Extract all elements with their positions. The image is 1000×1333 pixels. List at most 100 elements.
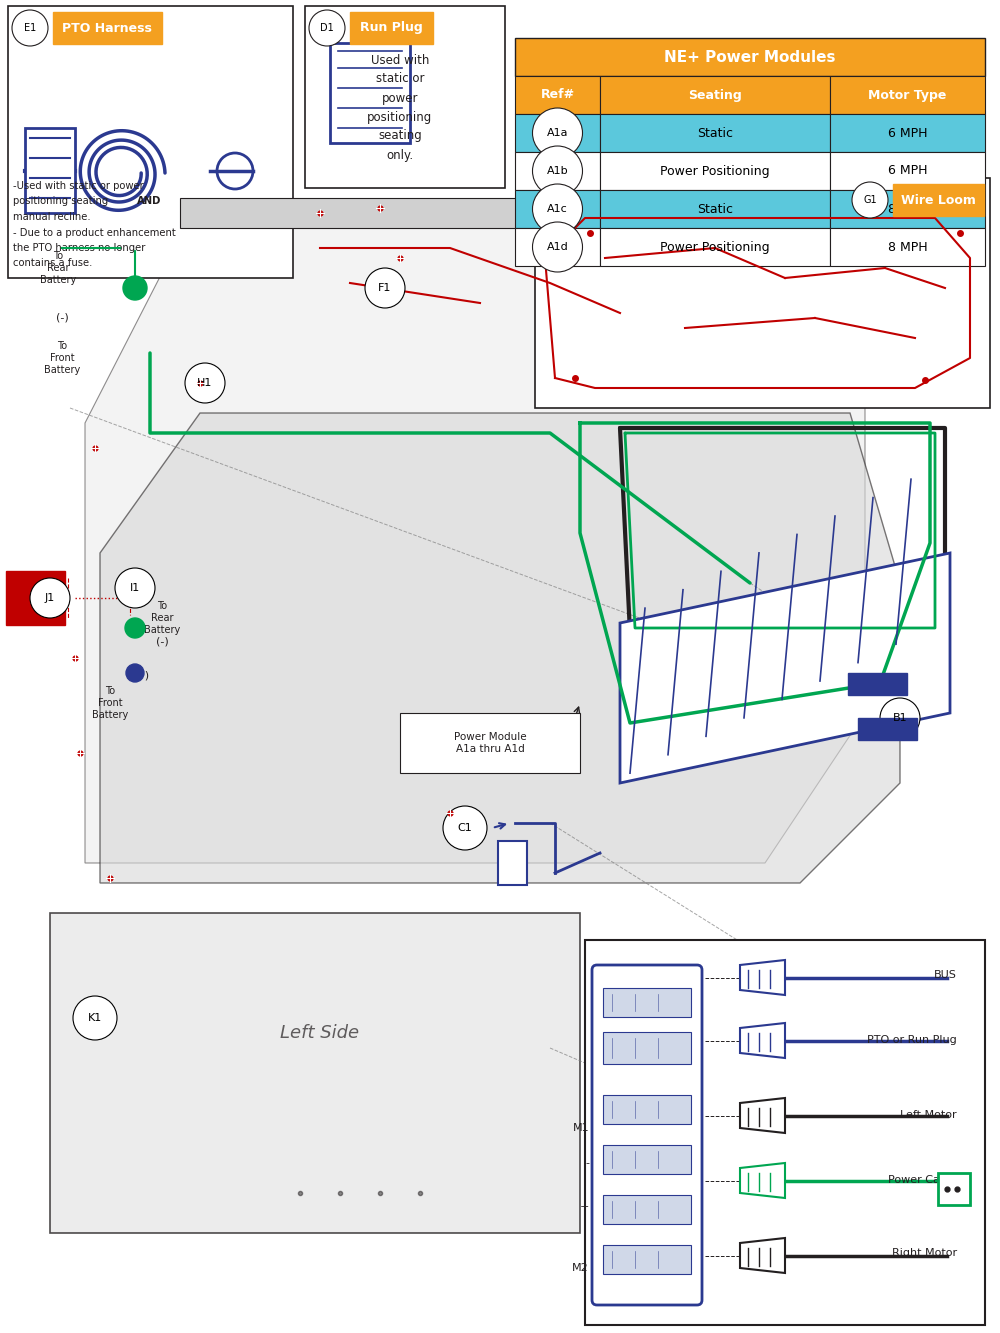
Text: G1: G1 [863, 195, 877, 205]
FancyBboxPatch shape [603, 1032, 691, 1064]
FancyBboxPatch shape [515, 76, 600, 115]
FancyBboxPatch shape [600, 191, 830, 228]
Text: Wire Loom: Wire Loom [901, 193, 976, 207]
Text: Power Positioning: Power Positioning [660, 240, 770, 253]
Text: Power Cable: Power Cable [888, 1174, 957, 1185]
FancyBboxPatch shape [600, 76, 830, 115]
FancyBboxPatch shape [830, 228, 985, 267]
Text: F1: F1 [378, 283, 392, 293]
Circle shape [532, 108, 582, 159]
Text: NE+ Power Modules: NE+ Power Modules [664, 49, 836, 64]
Polygon shape [100, 413, 900, 882]
Text: (-): (-) [56, 313, 68, 323]
FancyBboxPatch shape [8, 7, 293, 279]
Circle shape [185, 363, 225, 403]
Text: (-): (-) [156, 636, 168, 647]
FancyBboxPatch shape [515, 39, 985, 76]
FancyBboxPatch shape [592, 965, 702, 1305]
Circle shape [217, 153, 253, 189]
Text: 6 MPH: 6 MPH [888, 127, 927, 140]
Circle shape [852, 183, 888, 219]
Text: Ref#: Ref# [540, 88, 575, 101]
Circle shape [309, 11, 345, 47]
Polygon shape [740, 960, 785, 994]
Text: PTO or Run Plug: PTO or Run Plug [867, 1034, 957, 1045]
Text: A1d: A1d [547, 243, 568, 252]
Text: contains a fuse.: contains a fuse. [13, 259, 92, 268]
Polygon shape [180, 199, 820, 228]
Text: -: - [585, 1158, 589, 1168]
Polygon shape [50, 913, 580, 1233]
FancyBboxPatch shape [6, 571, 65, 625]
Text: PTO Harness: PTO Harness [62, 21, 152, 35]
Text: K1: K1 [88, 1013, 102, 1022]
Text: B1: B1 [893, 713, 907, 722]
Text: Motor Type: Motor Type [868, 88, 947, 101]
Text: power: power [382, 92, 418, 104]
Text: M1: M1 [572, 1122, 589, 1133]
Text: A1a: A1a [547, 128, 568, 139]
Text: Static: Static [697, 203, 733, 216]
Text: C1: C1 [458, 822, 472, 833]
FancyBboxPatch shape [830, 191, 985, 228]
Circle shape [880, 698, 920, 738]
Polygon shape [620, 553, 950, 782]
Text: To
Rear
Battery: To Rear Battery [40, 252, 76, 285]
FancyBboxPatch shape [600, 152, 830, 191]
FancyBboxPatch shape [603, 1145, 691, 1174]
FancyBboxPatch shape [830, 76, 985, 115]
Circle shape [73, 996, 117, 1040]
Text: Static: Static [697, 127, 733, 140]
Text: only.: only. [386, 148, 414, 161]
FancyBboxPatch shape [498, 841, 527, 885]
Text: static or: static or [376, 72, 424, 85]
FancyBboxPatch shape [535, 179, 990, 408]
Text: To
Front
Battery: To Front Battery [44, 341, 80, 375]
Text: Right Motor: Right Motor [892, 1248, 957, 1258]
Text: A1c: A1c [547, 204, 568, 215]
Circle shape [443, 806, 487, 850]
Text: D1: D1 [320, 23, 334, 33]
Text: Left Motor: Left Motor [900, 1110, 957, 1120]
Text: To
Rear
Battery: To Rear Battery [144, 601, 180, 635]
Text: Power Module
A1a thru A1d: Power Module A1a thru A1d [454, 732, 526, 753]
Polygon shape [740, 1022, 785, 1058]
Text: positioning: positioning [367, 111, 433, 124]
Text: J1: J1 [45, 593, 55, 603]
Text: -Used with static or power: -Used with static or power [13, 181, 144, 191]
FancyBboxPatch shape [515, 152, 600, 191]
FancyBboxPatch shape [515, 191, 600, 228]
FancyBboxPatch shape [585, 940, 985, 1325]
Text: BUS: BUS [934, 970, 957, 980]
Polygon shape [25, 128, 75, 213]
Text: 6 MPH: 6 MPH [888, 164, 927, 177]
Text: - Due to a product enhancement: - Due to a product enhancement [13, 228, 176, 237]
Circle shape [115, 568, 155, 608]
FancyBboxPatch shape [938, 1173, 970, 1205]
Text: Used with: Used with [371, 53, 429, 67]
Circle shape [125, 619, 145, 639]
FancyBboxPatch shape [603, 988, 691, 1017]
Circle shape [532, 147, 582, 196]
FancyBboxPatch shape [858, 718, 917, 740]
Text: AND: AND [137, 196, 161, 207]
Text: 8 MPH: 8 MPH [888, 240, 927, 253]
FancyBboxPatch shape [600, 115, 830, 152]
FancyBboxPatch shape [350, 12, 433, 44]
FancyBboxPatch shape [600, 228, 830, 267]
Text: Left Side: Left Side [280, 1024, 360, 1042]
Text: (+): (+) [131, 670, 149, 680]
Text: seating: seating [378, 129, 422, 143]
Text: +: + [580, 1202, 589, 1212]
FancyBboxPatch shape [893, 184, 984, 216]
Circle shape [365, 268, 405, 308]
FancyBboxPatch shape [400, 713, 580, 773]
Text: Power Positioning: Power Positioning [660, 164, 770, 177]
Polygon shape [740, 1238, 785, 1273]
Text: manual recline.: manual recline. [13, 212, 91, 223]
FancyBboxPatch shape [515, 115, 600, 152]
Polygon shape [330, 43, 410, 143]
Circle shape [12, 11, 48, 47]
Text: A1b: A1b [547, 167, 568, 176]
Text: M2: M2 [572, 1262, 589, 1273]
